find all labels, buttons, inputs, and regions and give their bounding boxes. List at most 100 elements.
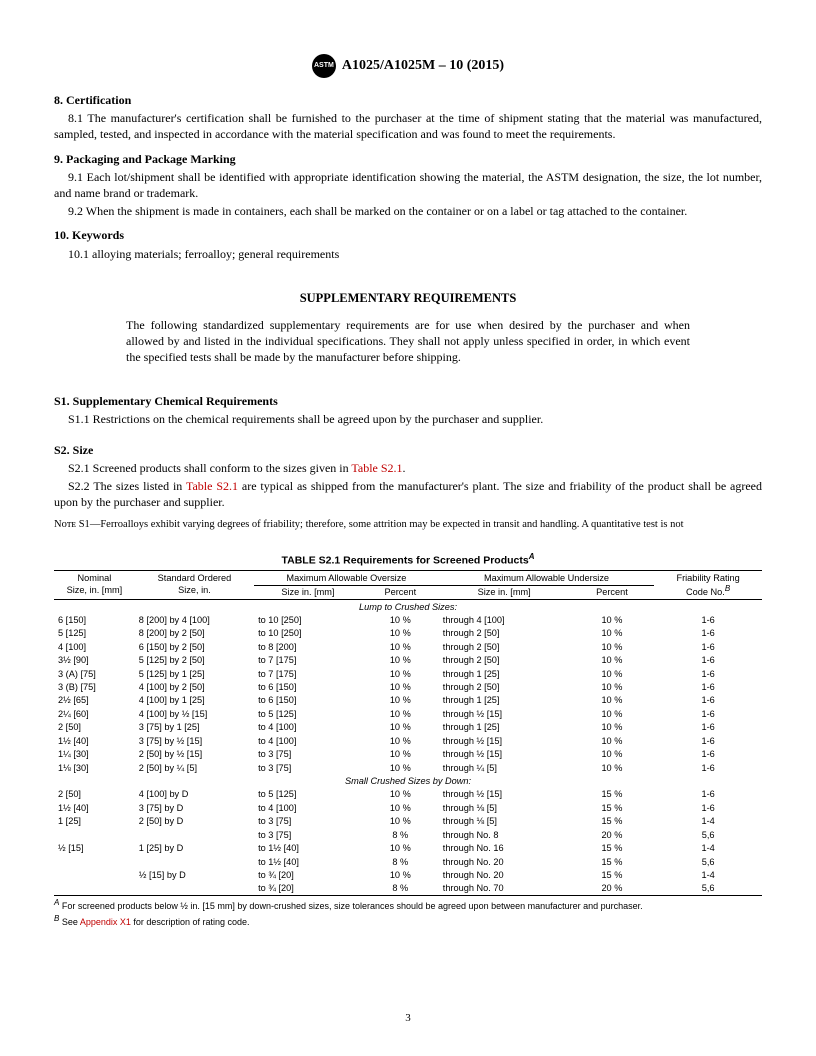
table-cell: through ½ [15] [439,748,570,761]
table-cell: 10 % [362,681,439,694]
th-undersize-size: Size in. [mm] [439,585,570,599]
para-9-2: 9.2 When the shipment is made in contain… [54,203,762,219]
table-cell: 1-4 [654,842,762,855]
supplementary-intro: The following standardized supplementary… [126,317,690,366]
table-cell: 5 [125] by 2 [50] [135,654,254,667]
table-cell: 10 % [570,721,655,734]
table-row: 1⅛ [30]2 [50] by ¼ [5]to 3 [75]10 %throu… [54,761,762,774]
table-cell: to 3 [75] [254,815,362,828]
table-cell: 10 % [570,654,655,667]
table-cell: to ¾ [20] [254,868,362,881]
table-cell: to 10 [250] [254,613,362,626]
table-cell: through 2 [50] [439,627,570,640]
table-cell [135,855,254,868]
table-cell: 1-6 [654,613,762,626]
table-cell: 15 % [570,801,655,814]
table-group-row: Small Crushed Sizes by Down: [54,774,762,787]
table-cell: 3 (B) [75] [54,681,135,694]
footnote-b: B See Appendix X1 for description of rat… [54,914,762,928]
table-cell: 8 % [362,828,439,841]
table-cell: 8 [200] by 4 [100] [135,613,254,626]
table-cell: 1-6 [654,640,762,653]
table-cell: to 7 [175] [254,667,362,680]
section-9: 9. Packaging and Package Marking 9.1 Eac… [54,151,762,220]
table-cell: through No. 8 [439,828,570,841]
table-cell: 8 % [362,855,439,868]
table-cell: through ½ [15] [439,734,570,747]
table-cell: through 1 [25] [439,721,570,734]
table-cell: ½ [15] [54,842,135,855]
table-cell: 10 % [570,748,655,761]
table-row: 3½ [90]5 [125] by 2 [50]to 7 [175]10 %th… [54,654,762,667]
table-s2-1-link[interactable]: Table S2.1 [186,479,238,493]
appendix-x1-link[interactable]: Appendix X1 [80,917,131,927]
section-s1: S1. Supplementary Chemical Requirements … [54,393,762,427]
table-row: 5 [125]8 [200] by 2 [50]to 10 [250]10 %t… [54,627,762,640]
table-cell: through 2 [50] [439,681,570,694]
table-cell: through ¼ [5] [439,761,570,774]
table-cell: 2 [50] [54,721,135,734]
section-10: 10. Keywords 10.1 alloying materials; fe… [54,227,762,261]
table-cell: 10 % [362,613,439,626]
table-cell: 3 [75] by 1 [25] [135,721,254,734]
table-cell: 10 % [362,842,439,855]
table-cell: to 7 [175] [254,654,362,667]
table-cell: to 3 [75] [254,828,362,841]
table-cell: 15 % [570,842,655,855]
table-cell: 10 % [362,667,439,680]
table-row: 1½ [40]3 [75] by ½ [15]to 4 [100]10 %thr… [54,734,762,747]
table-cell: 10 % [362,788,439,801]
table-cell: 1-6 [654,681,762,694]
table-cell: through 4 [100] [439,613,570,626]
supplementary-title: SUPPLEMENTARY REQUIREMENTS [54,290,762,307]
table-cell: 20 % [570,882,655,896]
table-cell: 10 % [362,707,439,720]
table-cell: 3½ [90] [54,654,135,667]
table-cell: 10 % [570,667,655,680]
table-cell: 1-6 [654,707,762,720]
table-cell: to 5 [125] [254,788,362,801]
table-cell: 5 [125] [54,627,135,640]
table-cell: through 1 [25] [439,667,570,680]
section-10-heading: 10. Keywords [54,227,762,243]
para-8-1: 8.1 The manufacturer's certification sha… [54,110,762,142]
table-cell: 20 % [570,828,655,841]
table-cell: through ⅛ [5] [439,815,570,828]
th-undersize: Maximum Allowable Undersize [439,571,654,585]
table-cell: through 2 [50] [439,654,570,667]
table-cell: through No. 20 [439,855,570,868]
table-cell: 10 % [362,734,439,747]
table-cell: 3 [75] by D [135,801,254,814]
table-cell: to 6 [150] [254,681,362,694]
table-cell [135,882,254,896]
table-s2-1-title: TABLE S2.1 Requirements for Screened Pro… [54,552,762,568]
table-row: 3 (A) [75]5 [125] by 1 [25]to 7 [175]10 … [54,667,762,680]
table-cell: 15 % [570,855,655,868]
table-cell: ½ [15] by D [135,868,254,881]
table-cell: 5 [125] by 1 [25] [135,667,254,680]
table-cell: 10 % [362,654,439,667]
th-oversize: Maximum Allowable Oversize [254,571,439,585]
note-s1: Nᴏᴛᴇ S1—Ferroalloys exhibit varying degr… [54,518,762,532]
section-s1-heading: S1. Supplementary Chemical Requirements [54,393,762,409]
table-s2-1-link[interactable]: Table S2.1 [351,461,402,475]
table-row: 2½ [65]4 [100] by 1 [25]to 6 [150]10 %th… [54,694,762,707]
table-cell: 10 % [362,748,439,761]
table-cell [54,828,135,841]
table-row: 2 [50]3 [75] by 1 [25]to 4 [100]10 %thro… [54,721,762,734]
table-cell: to 5 [125] [254,707,362,720]
table-cell: 1½ [40] [54,801,135,814]
table-cell: 4 [100] by 1 [25] [135,694,254,707]
table-cell: 10 % [570,681,655,694]
table-cell: 2 [50] [54,788,135,801]
table-cell: to 4 [100] [254,801,362,814]
table-cell: 1-6 [654,734,762,747]
table-cell: through 2 [50] [439,640,570,653]
table-cell: to 3 [75] [254,761,362,774]
table-cell: 10 % [570,707,655,720]
th-friability: Friability RatingCode No.B [654,571,762,600]
table-cell: 10 % [362,694,439,707]
table-cell: 2½ [65] [54,694,135,707]
table-cell: 10 % [570,627,655,640]
table-cell: 1¼ [30] [54,748,135,761]
